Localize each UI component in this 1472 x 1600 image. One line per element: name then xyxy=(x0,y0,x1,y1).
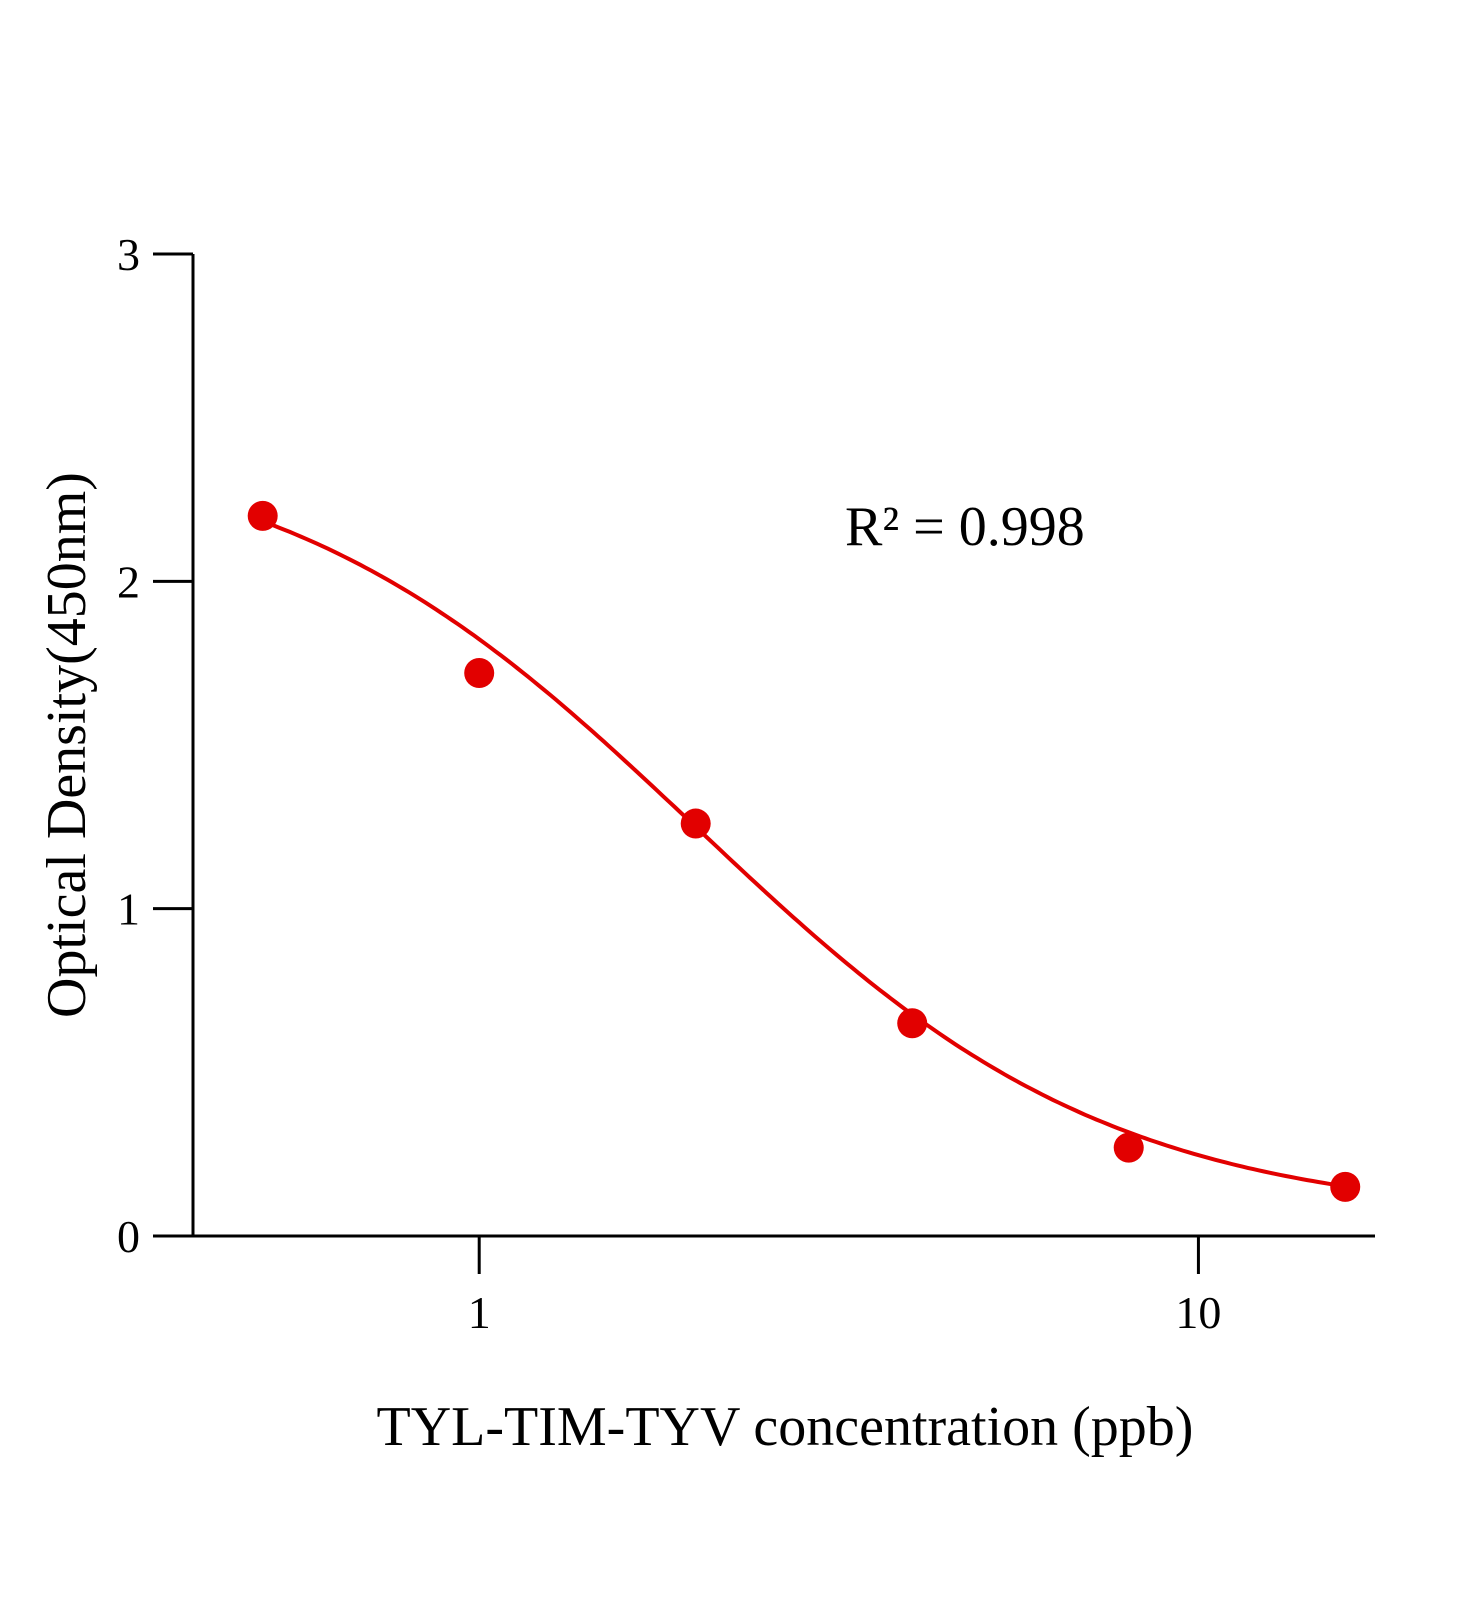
x-tick-label: 10 xyxy=(1175,1287,1221,1338)
y-tick-label: 1 xyxy=(117,884,140,935)
fit-curve xyxy=(261,519,1346,1189)
r-squared-annotation: R² = 0.998 xyxy=(845,496,1085,558)
y-tick-label: 2 xyxy=(117,556,140,607)
data-point xyxy=(1330,1171,1361,1202)
y-tick-label: 0 xyxy=(117,1211,140,1262)
data-point xyxy=(1113,1132,1144,1163)
y-tick-label: 3 xyxy=(117,229,140,280)
x-axis-label: TYL-TIM-TYV concentration (ppb) xyxy=(377,1396,1194,1458)
data-point xyxy=(464,657,495,688)
data-points xyxy=(247,500,1361,1202)
x-tick-label: 1 xyxy=(468,1287,491,1338)
data-point xyxy=(247,500,278,531)
data-point xyxy=(680,808,711,839)
data-point xyxy=(897,1008,928,1039)
y-axis-label: Optical Density(450nm) xyxy=(36,472,98,1018)
axes: 0 1 2 3 1 10 xyxy=(117,229,1375,1338)
